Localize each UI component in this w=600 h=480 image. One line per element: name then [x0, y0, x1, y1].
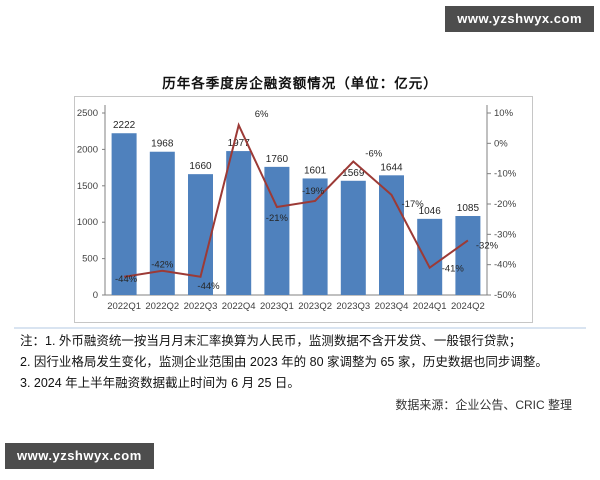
x-axis-label: 2022Q3 [184, 301, 218, 312]
bar [340, 180, 366, 295]
y-axis-right-tick-label: -20% [494, 199, 517, 210]
data-source: 数据来源：企业公告、CRIC 整理 [395, 398, 572, 412]
bar-value-label: 1569 [342, 168, 365, 179]
line-point-label: -19% [302, 186, 325, 197]
y-axis-right-tick-label: 10% [494, 108, 514, 119]
bar [149, 151, 175, 295]
bar [379, 175, 404, 295]
bar-value-label: 1660 [189, 161, 212, 172]
x-axis-label: 2024Q1 [413, 301, 447, 312]
y-axis-left-tick-label: 2500 [77, 108, 98, 119]
y-axis-left-tick-label: 0 [93, 290, 98, 301]
line-point-label: -6% [365, 149, 382, 160]
line-point-label: -32% [476, 240, 499, 251]
watermark-bottom-left: www.yzshwyx.com [5, 443, 154, 469]
bar [226, 151, 252, 295]
y-axis-right-tick-label: -30% [494, 229, 517, 240]
bar [111, 133, 137, 295]
footnote-2: 2. 因行业格局发生变化，监测企业范围由 2023 年的 80 家调整为 65 … [20, 355, 548, 369]
x-axis-label: 2022Q4 [222, 301, 256, 312]
y-axis-left-tick-label: 2000 [77, 144, 98, 155]
x-axis-label: 2022Q2 [145, 301, 179, 312]
line-point-label: -17% [402, 199, 425, 210]
y-axis-left-tick-label: 1500 [77, 181, 98, 192]
bar [455, 216, 481, 295]
line-point-label: -42% [151, 260, 174, 271]
bar [302, 178, 328, 295]
y-axis-right-tick-label: -50% [494, 290, 517, 301]
y-axis-left-tick-label: 1000 [77, 217, 98, 228]
x-axis-label: 2022Q1 [107, 301, 141, 312]
combo-chart: 0 500 1000 1500 2000 2500 -50% -40% -30% -20% -10%… [77, 105, 517, 312]
x-axis-label: 2023Q3 [336, 301, 370, 312]
chart-title: 历年各季度房企融资额情况（单位：亿元） [162, 76, 438, 91]
line-point-label: 6% [255, 109, 269, 120]
bar-value-label: 1085 [457, 203, 480, 214]
y-axis-right-tick-label: -40% [494, 260, 517, 271]
footnote-3: 3. 2024 年上半年融资数据截止时间为 6 月 25 日。 [20, 376, 300, 390]
x-axis-label: 2023Q1 [260, 301, 294, 312]
footnotes: 注：1. 外币融资统一按当月月末汇率换算为人民币，监测数据不含开发贷、一般银行贷… [20, 331, 580, 394]
y-axis-right-tick-label: 0% [494, 138, 508, 149]
x-axis-label: 2024Q2 [451, 301, 485, 312]
line-point-label: -41% [442, 264, 465, 275]
bar [417, 218, 443, 295]
bar-value-label: 1968 [151, 139, 174, 150]
line-point-label: -44% [115, 274, 138, 285]
line-point-label: -44% [197, 281, 220, 292]
x-axis-label: 2023Q4 [375, 301, 409, 312]
chart-area: 0 500 1000 1500 2000 2500 -50% -40% -30% -20% -10%… [74, 96, 533, 323]
line-series [123, 122, 469, 278]
bar-value-label: 1046 [419, 206, 442, 217]
bar-value-label: 1601 [304, 165, 327, 176]
x-axis-label: 2023Q2 [298, 301, 332, 312]
bar-value-label: 1977 [228, 138, 251, 149]
bar-value-label: 1760 [266, 154, 289, 165]
bar-value-label: 1644 [380, 162, 403, 173]
divider-line [14, 327, 586, 329]
footnote-1: 注：1. 外币融资统一按当月月末汇率换算为人民币，监测数据不含开发贷、一般银行贷… [20, 334, 522, 348]
y-axis-right-tick-label: -10% [494, 169, 517, 180]
y-axis-left-tick-label: 500 [82, 254, 98, 265]
watermark-top-right: www.yzshwyx.com [445, 6, 594, 32]
line-point-label: -21% [266, 213, 289, 224]
bar-value-label: 2222 [113, 120, 136, 131]
